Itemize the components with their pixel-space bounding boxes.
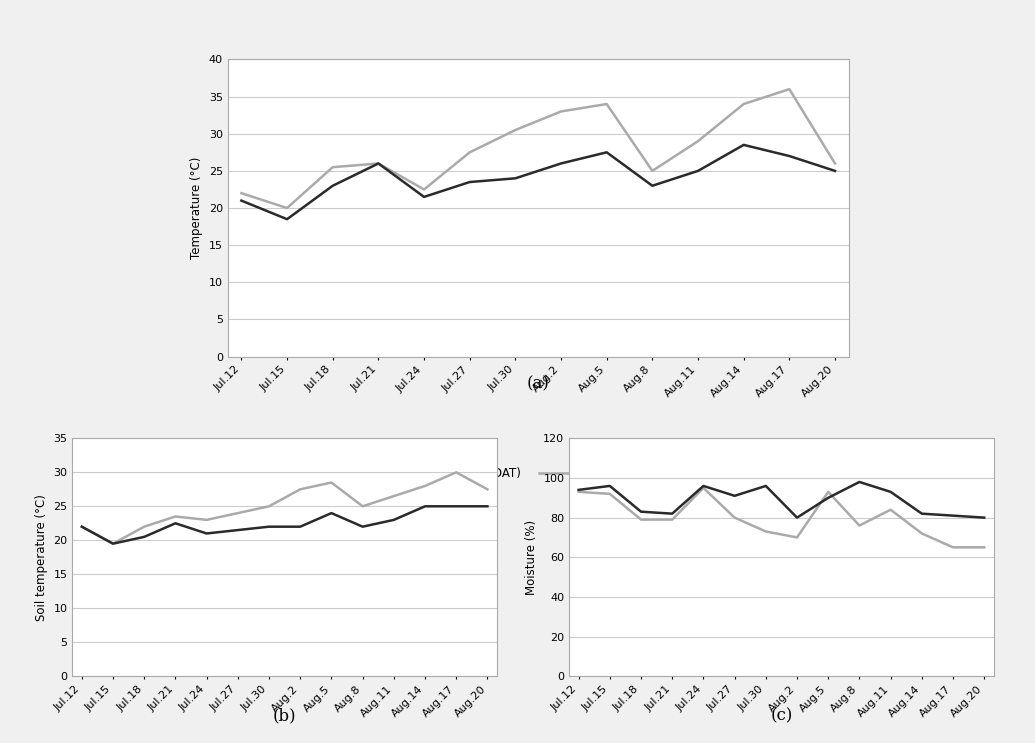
- Line: Plastic house-Soil temperature(DAST): Plastic house-Soil temperature(DAST): [82, 473, 487, 544]
- Open field-Moisture(DAM): [822, 493, 834, 502]
- Y-axis label: Temperature (°C): Temperature (°C): [190, 157, 203, 259]
- Open field-Soil temperature(DAST): [107, 539, 119, 548]
- Plastic house-Moisture(DAM): [634, 515, 647, 524]
- Plastic house-Temperature(DAT): [326, 163, 338, 172]
- Open field-Soil temperature(DAST): [325, 509, 337, 518]
- Open field-Moisture(DAM): [634, 507, 647, 516]
- Line: Open field-Temperature(DAT): Open field-Temperature(DAT): [241, 145, 835, 219]
- Open field-Soil temperature(DAST): [201, 529, 213, 538]
- Y-axis label: Soil temperature (°C): Soil temperature (°C): [35, 494, 48, 620]
- Plastic house-Temperature(DAT): [509, 126, 522, 134]
- Open field-Temperature(DAT): [738, 140, 750, 149]
- Open field-Temperature(DAT): [464, 178, 476, 186]
- Line: Open field-Soil temperature(DAST): Open field-Soil temperature(DAST): [82, 506, 487, 544]
- Open field-Temperature(DAT): [555, 159, 567, 168]
- Plastic house-Temperature(DAT): [738, 100, 750, 108]
- Plastic house-Soil temperature(DAST): [419, 481, 432, 490]
- Plastic house-Soil temperature(DAST): [294, 485, 306, 494]
- Plastic house-Soil temperature(DAST): [201, 516, 213, 525]
- Plastic house-Moisture(DAM): [729, 513, 741, 522]
- Plastic house-Soil temperature(DAST): [169, 512, 181, 521]
- Text: (b): (b): [273, 707, 296, 724]
- Plastic house-Moisture(DAM): [698, 484, 710, 493]
- Plastic house-Soil temperature(DAST): [76, 522, 88, 531]
- Plastic house-Moisture(DAM): [603, 490, 616, 499]
- Open field-Temperature(DAT): [646, 181, 658, 190]
- Line: Open field-Moisture(DAM): Open field-Moisture(DAM): [579, 482, 984, 518]
- Open field-Temperature(DAT): [509, 174, 522, 183]
- Open field-Soil temperature(DAST): [356, 522, 368, 531]
- Open field-Temperature(DAT): [235, 196, 247, 205]
- Plastic house-Temperature(DAT): [829, 159, 841, 168]
- Plastic house-Moisture(DAM): [947, 543, 959, 552]
- Plastic house-Soil temperature(DAST): [232, 509, 244, 518]
- Open field-Soil temperature(DAST): [138, 533, 150, 542]
- Plastic house-Temperature(DAT): [783, 85, 796, 94]
- Plastic house-Soil temperature(DAST): [388, 492, 401, 501]
- Open field-Moisture(DAM): [791, 513, 803, 522]
- Plastic house-Moisture(DAM): [853, 521, 865, 530]
- Open field-Moisture(DAM): [572, 485, 585, 494]
- Plastic house-Moisture(DAM): [916, 529, 928, 538]
- Open field-Moisture(DAM): [729, 491, 741, 500]
- Open field-Soil temperature(DAST): [419, 502, 432, 510]
- Open field-Soil temperature(DAST): [263, 522, 275, 531]
- Open field-Moisture(DAM): [760, 481, 772, 490]
- Open field-Temperature(DAT): [783, 152, 796, 160]
- Text: (a): (a): [527, 375, 550, 392]
- Plastic house-Temperature(DAT): [600, 100, 613, 108]
- Plastic house-Moisture(DAM): [978, 543, 990, 552]
- Open field-Soil temperature(DAST): [76, 522, 88, 531]
- Plastic house-Soil temperature(DAST): [356, 502, 368, 510]
- Plastic house-Temperature(DAT): [418, 185, 431, 194]
- Open field-Temperature(DAT): [418, 192, 431, 201]
- Line: Plastic house-Moisture(DAM): Plastic house-Moisture(DAM): [579, 488, 984, 548]
- Open field-Soil temperature(DAST): [388, 516, 401, 525]
- Plastic house-Moisture(DAM): [791, 533, 803, 542]
- Open field-Temperature(DAT): [829, 166, 841, 175]
- Plastic house-Soil temperature(DAST): [450, 468, 463, 477]
- Open field-Moisture(DAM): [698, 481, 710, 490]
- Plastic house-Soil temperature(DAST): [107, 539, 119, 548]
- Plastic house-Moisture(DAM): [822, 487, 834, 496]
- Line: Plastic house-Temperature(DAT): Plastic house-Temperature(DAT): [241, 89, 835, 208]
- Open field-Soil temperature(DAST): [169, 519, 181, 528]
- Plastic house-Temperature(DAT): [373, 159, 385, 168]
- Plastic house-Temperature(DAT): [646, 166, 658, 175]
- Open field-Temperature(DAT): [691, 166, 704, 175]
- Plastic house-Temperature(DAT): [464, 148, 476, 157]
- Open field-Temperature(DAT): [326, 181, 338, 190]
- Open field-Moisture(DAM): [603, 481, 616, 490]
- Legend: Open field-Temperature(DAT), Plastic house-Temperature(DAT): Open field-Temperature(DAT), Plastic hou…: [305, 462, 771, 484]
- Plastic house-Temperature(DAT): [691, 137, 704, 146]
- Plastic house-Moisture(DAM): [885, 505, 897, 514]
- Plastic house-Soil temperature(DAST): [481, 485, 494, 494]
- Plastic house-Soil temperature(DAST): [325, 478, 337, 487]
- Open field-Moisture(DAM): [885, 487, 897, 496]
- Open field-Moisture(DAM): [853, 478, 865, 487]
- Plastic house-Moisture(DAM): [760, 527, 772, 536]
- Open field-Temperature(DAT): [280, 215, 293, 224]
- Open field-Moisture(DAM): [947, 511, 959, 520]
- Plastic house-Moisture(DAM): [666, 515, 678, 524]
- Plastic house-Temperature(DAT): [555, 107, 567, 116]
- Y-axis label: Moisture (%): Moisture (%): [525, 519, 538, 595]
- Plastic house-Moisture(DAM): [572, 487, 585, 496]
- Open field-Soil temperature(DAST): [481, 502, 494, 510]
- Text: (c): (c): [770, 707, 793, 724]
- Open field-Soil temperature(DAST): [294, 522, 306, 531]
- Plastic house-Soil temperature(DAST): [138, 522, 150, 531]
- Plastic house-Temperature(DAT): [235, 189, 247, 198]
- Open field-Moisture(DAM): [916, 509, 928, 518]
- Open field-Temperature(DAT): [600, 148, 613, 157]
- Plastic house-Temperature(DAT): [280, 204, 293, 212]
- Open field-Soil temperature(DAST): [232, 525, 244, 534]
- Open field-Temperature(DAT): [373, 159, 385, 168]
- Open field-Moisture(DAM): [978, 513, 990, 522]
- Open field-Moisture(DAM): [666, 509, 678, 518]
- Plastic house-Soil temperature(DAST): [263, 502, 275, 510]
- Open field-Soil temperature(DAST): [450, 502, 463, 510]
